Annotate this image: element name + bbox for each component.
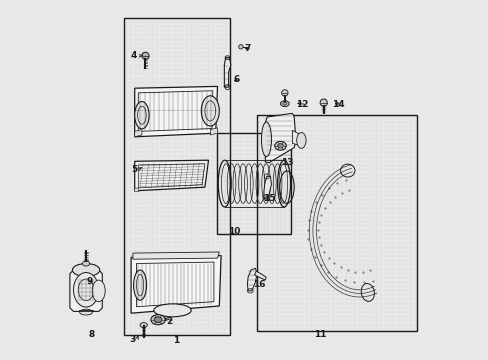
- Text: 10: 10: [228, 227, 240, 236]
- Ellipse shape: [72, 264, 100, 276]
- Text: 14: 14: [332, 100, 345, 109]
- Polygon shape: [133, 252, 219, 259]
- Polygon shape: [254, 271, 265, 280]
- Ellipse shape: [340, 164, 354, 177]
- Text: 2: 2: [166, 317, 172, 325]
- Bar: [217, 133, 291, 234]
- Text: 15: 15: [262, 194, 275, 203]
- Text: 9: 9: [86, 277, 93, 286]
- Ellipse shape: [238, 45, 243, 49]
- Text: 16: 16: [252, 280, 264, 289]
- Text: 8: 8: [88, 330, 95, 338]
- Ellipse shape: [80, 309, 92, 315]
- Ellipse shape: [320, 99, 326, 106]
- Polygon shape: [131, 256, 221, 313]
- Polygon shape: [134, 160, 208, 191]
- Text: 4: 4: [130, 51, 137, 60]
- Ellipse shape: [154, 317, 162, 323]
- Ellipse shape: [82, 261, 89, 266]
- Ellipse shape: [296, 132, 305, 148]
- Text: 5: 5: [131, 165, 137, 174]
- Text: 13: 13: [280, 158, 293, 167]
- Polygon shape: [292, 130, 301, 146]
- Ellipse shape: [142, 52, 149, 59]
- Ellipse shape: [133, 270, 146, 300]
- Text: 6: 6: [233, 75, 239, 84]
- Ellipse shape: [277, 144, 283, 148]
- Text: 7: 7: [244, 44, 250, 53]
- Polygon shape: [264, 176, 271, 199]
- Text: 11: 11: [313, 330, 325, 338]
- Ellipse shape: [280, 101, 288, 107]
- Ellipse shape: [151, 315, 165, 325]
- Text: 3: 3: [129, 335, 135, 344]
- Ellipse shape: [261, 122, 271, 157]
- Polygon shape: [210, 128, 217, 135]
- Ellipse shape: [274, 141, 285, 150]
- Ellipse shape: [201, 96, 219, 126]
- Ellipse shape: [134, 102, 149, 129]
- Text: 12: 12: [295, 100, 308, 109]
- Ellipse shape: [140, 323, 147, 328]
- Polygon shape: [224, 58, 230, 87]
- Text: 1: 1: [173, 336, 179, 346]
- Ellipse shape: [153, 304, 191, 317]
- Ellipse shape: [281, 90, 287, 96]
- Bar: [123, 18, 230, 335]
- Polygon shape: [247, 268, 257, 291]
- Polygon shape: [134, 86, 217, 137]
- Ellipse shape: [73, 273, 99, 307]
- Ellipse shape: [282, 102, 286, 105]
- Polygon shape: [70, 270, 102, 311]
- Polygon shape: [134, 130, 142, 137]
- Polygon shape: [265, 113, 295, 163]
- Polygon shape: [134, 188, 138, 192]
- Ellipse shape: [92, 280, 105, 302]
- Bar: [257, 115, 416, 331]
